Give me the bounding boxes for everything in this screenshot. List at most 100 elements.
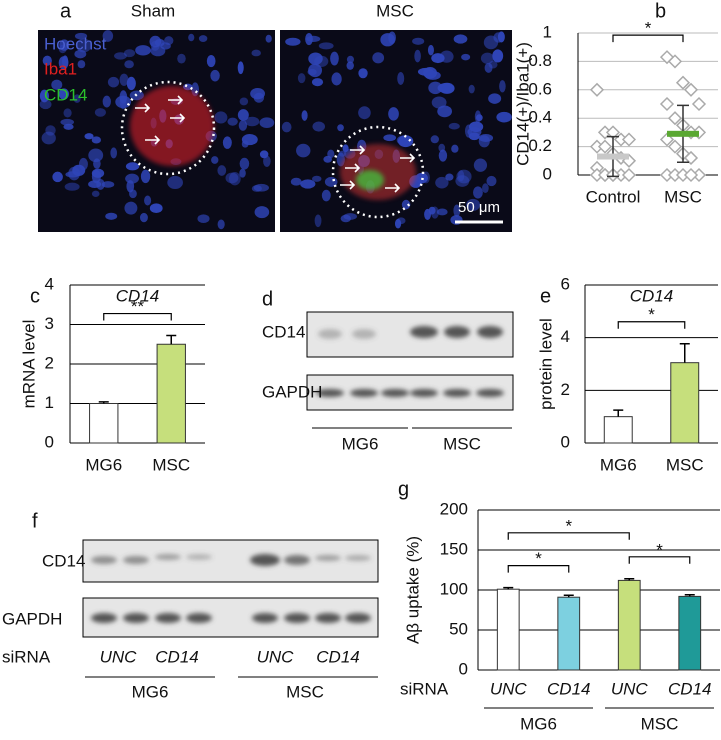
panel-label: g: [398, 478, 409, 500]
bar: [156, 343, 186, 444]
error-bar: [613, 409, 624, 417]
x-axis-label: siRNA: [400, 679, 449, 698]
significance-label: *: [645, 19, 652, 38]
significance-label: *: [648, 305, 655, 324]
panel-label: b: [655, 0, 666, 22]
blot: [306, 311, 514, 429]
panel-label: f: [32, 510, 38, 532]
group-label: MG6: [342, 434, 379, 453]
data-point: [683, 150, 699, 166]
y-tick-label: 200: [440, 499, 468, 518]
data-point: [589, 82, 605, 97]
error-bar: [503, 586, 514, 590]
data-point: [683, 167, 699, 183]
image-title: Sham: [131, 1, 175, 20]
y-tick-label: 0.2: [528, 136, 552, 155]
y-tick-label: 0: [561, 432, 570, 451]
lane-label: CD14: [155, 647, 198, 666]
x-tick-label: MG6: [85, 455, 122, 474]
lane-label: UNC: [257, 647, 295, 666]
significance-bracket: [617, 321, 686, 329]
y-axis-label: CD14(+)/Iba1(+): [513, 42, 532, 166]
y-tick-label: 0.4: [528, 108, 552, 127]
error-bar: [679, 342, 690, 363]
y-tick-label: 2: [561, 380, 570, 399]
data-point: [597, 139, 613, 154]
significance-bracket: [628, 556, 691, 564]
significance-bracket: [612, 34, 684, 43]
data-point: [675, 75, 691, 90]
y-tick-label: 6: [561, 274, 570, 293]
significance-label: *: [535, 549, 542, 568]
significance-label: *: [565, 516, 572, 535]
lane-label: UNC: [100, 647, 138, 666]
y-tick-label: 0: [45, 432, 54, 451]
chart-title: CD14: [116, 286, 159, 305]
error-bar: [166, 334, 177, 345]
stain-label: Iba1: [44, 59, 77, 78]
bar: [496, 588, 520, 671]
panel-label: a: [60, 0, 72, 22]
data-point: [667, 139, 683, 154]
y-tick-label: 0.8: [528, 51, 552, 70]
band-label: CD14: [262, 322, 305, 341]
error-bar: [563, 594, 574, 598]
y-tick-label: 2: [45, 353, 54, 372]
band-label: GAPDH: [262, 382, 322, 401]
y-tick-label: 3: [45, 314, 54, 333]
scale-bar-label: 50 μm: [458, 199, 500, 216]
y-tick-label: 100: [440, 579, 468, 598]
row-label: siRNA: [2, 647, 51, 666]
data-point: [683, 82, 699, 97]
significance-bracket: [507, 565, 570, 573]
y-axis-label: mRNA level: [19, 320, 38, 409]
group-label: MG6: [132, 682, 169, 701]
y-tick-label: 150: [440, 539, 468, 558]
bar: [89, 403, 119, 444]
data-point: [621, 167, 637, 183]
y-tick-label: 4: [45, 274, 54, 293]
data-point: [621, 132, 637, 147]
y-tick-label: 0: [459, 659, 468, 678]
y-tick-label: 0.6: [528, 79, 552, 98]
significance-label: **: [131, 297, 145, 316]
error-bar: [684, 594, 695, 597]
x-tick-label: UNC: [490, 679, 528, 698]
y-tick-label: 50: [449, 619, 468, 638]
mean-bar: [667, 130, 699, 137]
micrograph: [38, 30, 275, 232]
error-bar: [98, 401, 109, 404]
y-axis-label: protein level: [536, 318, 555, 410]
group-label: MSC: [443, 434, 481, 453]
x-tick-label: UNC: [611, 679, 649, 698]
significance-label: *: [656, 540, 663, 559]
data-point: [667, 54, 683, 69]
overlay: [120, 80, 503, 224]
significance-bracket: [103, 312, 172, 321]
x-tick-label: Control: [586, 187, 641, 206]
band-label: GAPDH: [2, 609, 62, 628]
bar: [557, 596, 581, 671]
significance-bracket: [507, 532, 630, 540]
error-bar: [624, 578, 635, 581]
x-tick-label: CD14: [547, 679, 590, 698]
group-label: MSC: [641, 714, 679, 733]
x-tick-label: MG6: [600, 455, 637, 474]
group-label: MG6: [520, 714, 557, 733]
chart-title: CD14: [630, 286, 673, 305]
x-tick-label: MSC: [664, 187, 702, 206]
lane-label: CD14: [316, 647, 359, 666]
data-point: [691, 96, 707, 112]
stain-label: CD14: [44, 85, 87, 104]
band-label: CD14: [42, 551, 85, 570]
blot: [82, 539, 379, 678]
x-tick-label: MSC: [152, 455, 190, 474]
panel-label: e: [540, 285, 551, 307]
group-label: MSC: [286, 682, 324, 701]
panel-label: c: [30, 285, 40, 307]
x-tick-label: MSC: [666, 455, 704, 474]
panel-label: d: [262, 288, 273, 310]
y-tick-label: 0: [543, 164, 552, 183]
x-tick-label: CD14: [668, 679, 711, 698]
